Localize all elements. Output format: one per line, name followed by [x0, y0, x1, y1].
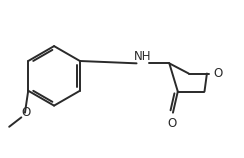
Text: O: O [214, 67, 223, 80]
Text: O: O [21, 106, 31, 119]
Text: O: O [167, 117, 176, 130]
Text: NH: NH [134, 50, 151, 63]
